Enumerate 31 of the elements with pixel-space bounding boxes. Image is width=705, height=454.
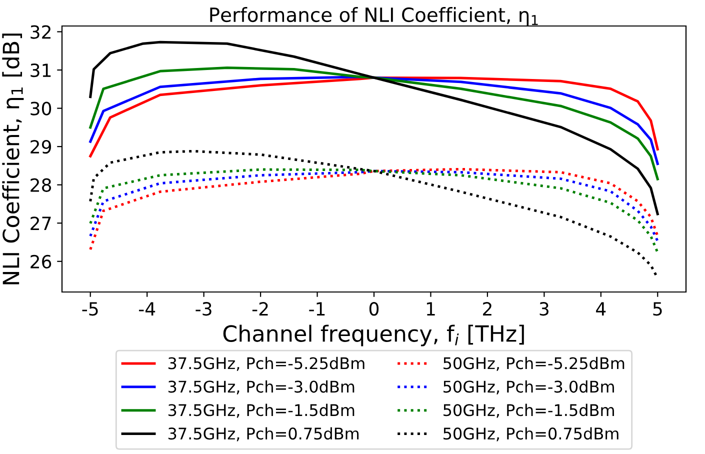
legend-label: 50GHz, Pch=-3.0dBm: [444, 380, 614, 394]
y-tick-label: 32: [30, 25, 50, 39]
x-tick-label: 1: [426, 302, 435, 316]
y-tick-label: 29: [30, 140, 52, 154]
x-tick-label: -4: [138, 302, 156, 316]
line-series: [89, 40, 659, 216]
legend-label: 37.5GHz, Pch=-5.25dBm: [168, 356, 364, 371]
x-tick-label: 2: [483, 302, 492, 316]
x-tick-label: 5: [653, 302, 662, 316]
x-tick-label: -1: [309, 302, 325, 316]
y-axis-title: NLI Coefficient, η$_{1}$ [dB]: [2, 34, 24, 284]
legend-label: 37.5GHz, Pch=-3.0dBm: [168, 380, 354, 394]
y-tick-label: 26: [30, 254, 52, 268]
y-tick-label: 28: [30, 178, 52, 192]
legend-label: 37.5GHz, Pch=-1.5dBm: [168, 404, 354, 418]
x-tick-label: -3: [196, 302, 212, 316]
chart-title: Performance of NLI Coefficient, η$_{1}$: [210, 7, 538, 26]
x-axis-title: Channel frequency, f$_{i}$ [THz]: [223, 324, 524, 346]
y-tick-label: 27: [30, 216, 51, 230]
legend-label: 50GHz, Pch=0.75dBm: [444, 427, 618, 442]
x-tick-label: 4: [596, 302, 606, 316]
line-series: [89, 66, 659, 180]
legend-label: 50GHz, Pch=-1.5dBm: [444, 404, 614, 418]
x-tick-label: 3: [540, 302, 548, 316]
legend-label: 50GHz, Pch=-5.25dBm: [444, 356, 624, 371]
y-tick-label: 30: [30, 102, 52, 116]
legend-label: 37.5GHz, Pch=0.75dBm: [168, 427, 359, 442]
x-tick-label: -2: [252, 302, 268, 316]
y-tick-label: 31: [30, 63, 51, 78]
x-tick-label: 0: [369, 302, 379, 316]
x-tick-label: -5: [82, 302, 98, 316]
